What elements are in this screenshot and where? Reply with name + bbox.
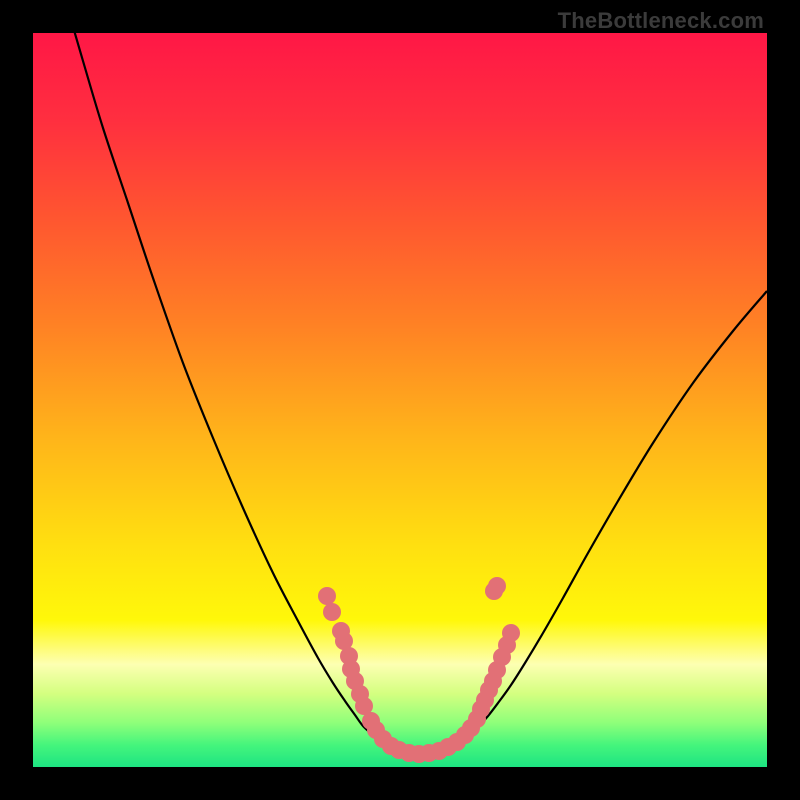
bottleneck-curve-chart — [33, 33, 767, 767]
curve-marker — [502, 624, 520, 642]
curve-line — [69, 33, 767, 754]
plot-area — [33, 33, 767, 767]
curve-marker — [323, 603, 341, 621]
watermark-text: TheBottleneck.com — [558, 8, 764, 34]
curve-markers — [318, 577, 520, 763]
curve-marker — [488, 577, 506, 595]
curve-marker — [318, 587, 336, 605]
